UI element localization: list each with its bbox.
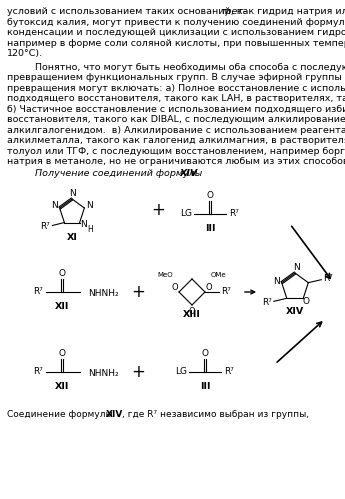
- Text: R⁷: R⁷: [221, 287, 231, 296]
- Text: трет-: трет-: [220, 7, 246, 16]
- Text: N: N: [293, 262, 299, 271]
- Text: O: O: [207, 192, 214, 201]
- Text: LG: LG: [180, 210, 192, 219]
- Text: R⁷: R⁷: [229, 210, 239, 219]
- Text: OMe: OMe: [211, 272, 227, 278]
- Text: R⁷: R⁷: [323, 274, 333, 283]
- Text: алкилгалогенидом.  в) Алкилирование с использованием реагента: алкилгалогенидом. в) Алкилирование с исп…: [7, 126, 345, 135]
- Text: R⁷: R⁷: [224, 367, 234, 377]
- Text: LG: LG: [175, 367, 187, 377]
- Text: XIV: XIV: [106, 410, 124, 419]
- Text: N: N: [273, 277, 280, 286]
- Text: толуол или ТГФ, с последующим восстановлением, например боргидридом: толуол или ТГФ, с последующим восстановл…: [7, 147, 345, 156]
- Text: +: +: [131, 363, 145, 381]
- Text: превращением функциональных групп. В случае эфирной группы эти: превращением функциональных групп. В слу…: [7, 73, 345, 82]
- Text: O: O: [172, 282, 178, 291]
- Text: R⁷: R⁷: [40, 222, 50, 231]
- Text: XIII: XIII: [183, 310, 201, 319]
- Text: R⁷: R⁷: [33, 287, 43, 296]
- Text: бутоксид калия, могут привести к получению соединений формулы IX путем: бутоксид калия, могут привести к получен…: [7, 17, 345, 26]
- Text: +: +: [131, 283, 145, 301]
- Text: O: O: [206, 282, 212, 291]
- Text: R⁷: R⁷: [262, 298, 272, 307]
- Text: XII: XII: [55, 302, 69, 311]
- Text: , где R⁷ независимо выбран из группы,: , где R⁷ независимо выбран из группы,: [122, 410, 309, 419]
- Text: конденсации и последующей циклизации с использованием гидроксиламина,: конденсации и последующей циклизации с и…: [7, 28, 345, 37]
- Text: восстановителя, такого как DIBAL, с последующим алкилированием: восстановителя, такого как DIBAL, с посл…: [7, 115, 345, 124]
- Text: XII: XII: [55, 382, 69, 391]
- Text: III: III: [205, 224, 215, 233]
- Text: б) Частичное восстановление с использованием подходящего избирательного: б) Частичное восстановление с использова…: [7, 104, 345, 113]
- Text: XIV: XIV: [179, 170, 197, 179]
- Text: условий с использованием таких оснований, как гидрид натрия или: условий с использованием таких оснований…: [7, 7, 345, 16]
- Text: O: O: [189, 306, 195, 315]
- Text: например в форме соли соляной кислоты, при повышенных температурах (60-: например в форме соли соляной кислоты, п…: [7, 38, 345, 47]
- Text: Понятно, что могут быть необходимы оба способа с последующим: Понятно, что могут быть необходимы оба с…: [35, 62, 345, 71]
- Text: NHNH₂: NHNH₂: [88, 288, 119, 297]
- Text: MeO: MeO: [157, 272, 173, 278]
- Text: N: N: [69, 189, 75, 198]
- Text: N: N: [51, 202, 58, 211]
- Text: H: H: [87, 225, 92, 234]
- Text: XI: XI: [67, 233, 77, 242]
- Text: N: N: [86, 202, 93, 211]
- Text: O: O: [59, 349, 66, 358]
- Text: R⁷: R⁷: [33, 367, 43, 377]
- Text: Получение соединений формулы: Получение соединений формулы: [35, 170, 205, 179]
- Text: O: O: [59, 269, 66, 278]
- Text: алкилметалла, такого как галогенид алкилмагния, в растворителях, таких как: алкилметалла, такого как галогенид алкил…: [7, 136, 345, 145]
- Text: подходящего восстановителя, такого как LAH, в растворителях, таких как ТГФ.: подходящего восстановителя, такого как L…: [7, 94, 345, 103]
- Text: NHNH₂: NHNH₂: [88, 368, 119, 378]
- Text: натрия в метаноле, но не ограничиваются любым из этих способов.: натрия в метаноле, но не ограничиваются …: [7, 157, 345, 166]
- Text: XIV: XIV: [286, 307, 304, 316]
- Text: N: N: [80, 220, 87, 229]
- Text: Соединение формулы: Соединение формулы: [7, 410, 116, 419]
- Text: 120°C).: 120°C).: [7, 49, 43, 58]
- Text: O: O: [303, 297, 310, 306]
- Text: превращения могут включать: а) Полное восстановление с использованием: превращения могут включать: а) Полное во…: [7, 83, 345, 92]
- Text: O: O: [201, 349, 208, 358]
- Text: III: III: [200, 382, 210, 391]
- Text: +: +: [151, 201, 165, 219]
